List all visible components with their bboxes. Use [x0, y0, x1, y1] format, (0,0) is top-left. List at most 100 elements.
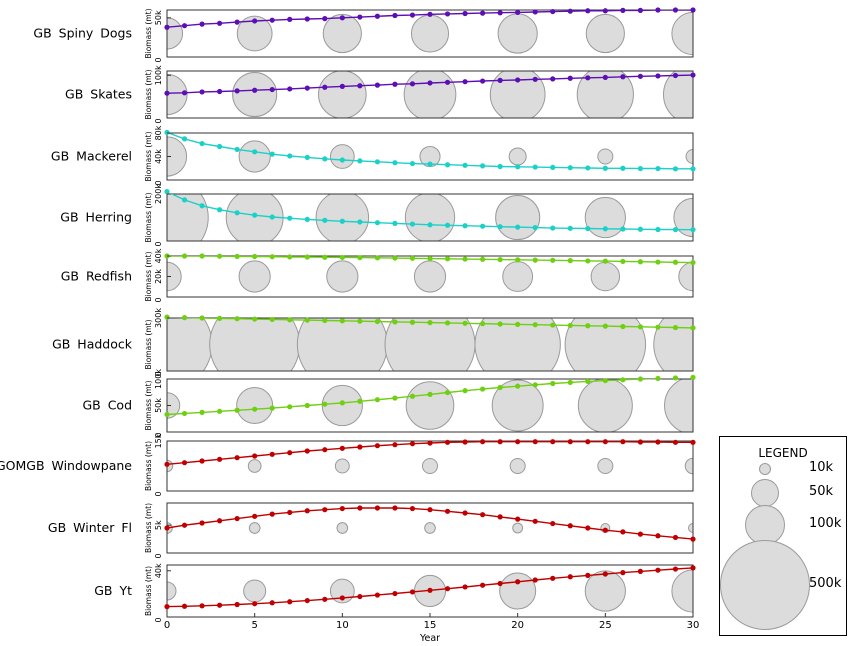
series-point: [217, 207, 223, 213]
series-point: [269, 17, 275, 23]
series-point: [515, 257, 521, 263]
biomass-bubble: [491, 379, 544, 432]
series-point: [515, 9, 521, 15]
series-point: [409, 393, 416, 399]
series-point: [269, 254, 275, 260]
series-point: [287, 153, 293, 159]
series-point: [550, 322, 556, 328]
series-point: [602, 323, 608, 329]
series-point: [217, 143, 223, 150]
series-point: [304, 597, 310, 604]
biomass-bubble: [688, 523, 693, 533]
series-point: [252, 87, 258, 93]
series-point: [532, 518, 538, 524]
series-point: [620, 7, 626, 13]
series-point: [550, 76, 556, 82]
series-point: [585, 525, 591, 531]
panel-frame: [166, 317, 694, 372]
series-point: [567, 225, 573, 231]
biomass-bubble: [236, 387, 274, 424]
series-point: [374, 505, 380, 511]
series-point: [234, 253, 240, 260]
y-axis-label: Biomass (mt): [144, 251, 153, 301]
series-point: [252, 18, 258, 24]
series-point: [322, 317, 328, 324]
series-point: [199, 520, 205, 526]
series-point: [515, 164, 521, 170]
series-point: [427, 391, 433, 397]
series-point: [287, 86, 293, 92]
y-tick-label: 50k: [154, 398, 163, 413]
series-point: [637, 226, 644, 232]
series-point: [374, 255, 380, 261]
series-point: [234, 601, 240, 608]
y-tick-label: 0: [154, 617, 163, 622]
series-point: [585, 572, 591, 579]
biomass-bubble: [413, 260, 447, 293]
biomass-bubble: [209, 318, 301, 371]
series-point: [620, 165, 626, 171]
bubble-group: [167, 136, 693, 177]
y-axis-label: Biomass (mt): [144, 192, 153, 242]
biomass-bubble: [410, 14, 450, 53]
series-point: [217, 20, 223, 26]
biomass-bubble: [577, 379, 633, 432]
biomass-bubble: [585, 13, 625, 54]
series-point: [444, 586, 451, 592]
panel-title: GB Cod: [82, 398, 132, 413]
series-point: [234, 88, 240, 94]
y-axis-label: Biomass (mt): [144, 503, 153, 553]
biomass-bubble: [663, 71, 693, 118]
series-point: [339, 157, 345, 163]
series-point: [532, 164, 538, 170]
series-point: [672, 534, 679, 541]
series-point: [427, 319, 433, 326]
series-point: [480, 321, 486, 327]
series-point: [357, 444, 363, 450]
series-point: [234, 455, 240, 461]
series-point: [690, 259, 696, 266]
y-tick-label: 0: [154, 180, 163, 185]
series-point: [164, 314, 170, 320]
series-point: [462, 388, 468, 394]
y-tick-label: 50k: [154, 10, 163, 25]
series-point: [637, 439, 644, 445]
y-axis-label: Biomass (mt): [144, 566, 153, 616]
series-point: [567, 258, 573, 264]
legend-bubble: [758, 462, 772, 476]
series-point: [252, 513, 258, 519]
series-point: [480, 256, 486, 262]
legend-label: 100k: [809, 516, 842, 531]
series-point: [497, 580, 503, 587]
series-point: [480, 582, 486, 588]
series-point: [690, 325, 696, 331]
series-point: [234, 407, 240, 413]
series-point: [655, 439, 661, 445]
biomass-bubble: [564, 318, 647, 371]
series-point: [392, 81, 398, 87]
series-point: [462, 584, 468, 590]
series-point: [655, 567, 661, 573]
series-point: [480, 512, 486, 518]
series-point: [602, 258, 608, 264]
series-point: [462, 223, 468, 229]
biomass-bubble: [238, 260, 271, 293]
series-point: [427, 440, 433, 446]
series-point: [672, 439, 679, 445]
series-point: [252, 406, 258, 412]
series-point: [392, 220, 398, 226]
series-point: [181, 603, 188, 609]
series-point: [217, 88, 223, 95]
series-point: [339, 254, 345, 261]
series-point: [199, 89, 205, 95]
series-point: [602, 74, 608, 81]
y-axis-label: Biomass (mt): [144, 319, 153, 369]
series-point: [550, 520, 556, 527]
y-tick-label: 40k: [154, 563, 163, 578]
